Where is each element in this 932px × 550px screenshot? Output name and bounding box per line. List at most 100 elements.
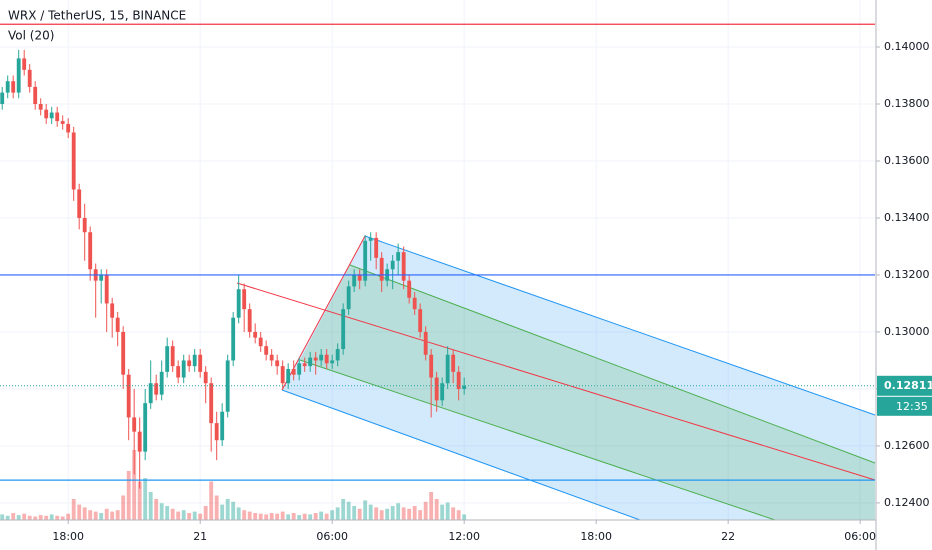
candle-body [148,383,153,404]
x-tick-label: 18:00 [580,530,612,543]
candle-body [319,354,324,361]
volume-bar [110,511,115,520]
candle-body [253,331,258,338]
volume-bar [93,511,98,520]
x-tick-label: 18:00 [52,530,84,543]
candle-body [49,112,54,119]
volume-bar [82,507,87,520]
candle-body [390,260,395,270]
volume-bar [280,511,285,520]
volume-bar [412,506,417,520]
candle-body [60,121,65,124]
candle-body [55,112,60,122]
volume-bar [198,513,203,520]
volume-bar [407,508,412,520]
candle-body [368,237,373,241]
overlay [0,23,875,481]
y-tick-label: 0.13600 [884,154,930,167]
volume-bar [0,514,5,520]
volume-bar [143,478,148,520]
volume-bar [99,513,104,520]
pitchfork-inner-fill [300,265,875,520]
volume-bar [253,513,258,520]
candle-body [302,363,307,367]
last-price-label: 0.12811 [884,379,932,392]
candle-body [418,309,423,332]
candle-body [264,346,269,355]
volume-bar [434,499,439,520]
volume-bar [176,511,181,520]
candle-body [396,252,401,261]
pitchfork-upper [364,235,876,416]
volume-bar [302,513,307,520]
countdown-box [877,396,932,416]
volume-bar [33,516,38,520]
pitchfork-handle [281,235,366,391]
volume-bar [104,508,109,520]
indicator-label: Vol (20) [8,29,54,43]
candle-body [330,360,335,364]
candle-body [363,240,368,281]
candle-body [82,217,87,233]
candle-body [341,309,346,350]
candle-body [220,411,225,441]
volume-bar [357,508,362,520]
candle-body [445,354,450,384]
candle-body [313,357,318,361]
volume-bar [132,450,137,520]
candle-body [429,354,434,378]
candle-body [71,132,76,190]
volume-bar [214,495,219,520]
candle-body [335,349,340,361]
volume-bar [11,513,16,520]
volume-bar [187,513,192,520]
candle-body [5,81,10,93]
candle-body [110,303,115,318]
candle-body [297,363,302,375]
volume-bar [258,513,263,520]
volume-bar [126,471,131,520]
volume-pane [0,450,467,520]
candle-body [357,274,362,281]
candle-body [236,289,241,318]
volume-bar [209,481,214,520]
candle-body [280,366,285,384]
volume-bar [341,499,346,520]
candle-body [247,309,252,332]
volume-bar [154,499,159,520]
candle-body [401,252,406,281]
volume-bar [192,511,197,520]
volume-bar [396,503,401,520]
volume-bar [291,513,296,520]
countdown-label: 12:35 [896,400,928,413]
volume-bar [137,481,142,520]
volume-bar [264,514,269,520]
candle-body [440,383,445,401]
pitchfork [236,235,876,521]
x-tick-label: 06:00 [844,530,876,543]
candle-body [412,297,417,310]
volume-bar [330,510,335,520]
volume-bar [286,514,291,520]
volume-bar [379,510,384,520]
volume-bar [148,492,153,520]
candle-body [0,92,5,104]
candle-body [209,383,214,424]
volume-bar [319,511,324,520]
candle-body [88,232,93,270]
candle-body [170,346,175,367]
volume-bar [203,506,208,520]
candle-body [451,354,456,372]
volume-bar [22,513,27,520]
candle-body [33,86,38,104]
volume-bar [346,501,351,520]
volume-bar [313,513,318,520]
candle-body [275,360,280,367]
volume-bar [308,514,313,520]
volume-bar [390,506,395,520]
candle-body [225,360,230,412]
volume-bar [5,515,10,520]
pitchfork-outer-fill [282,236,875,520]
candle-body [374,237,379,258]
